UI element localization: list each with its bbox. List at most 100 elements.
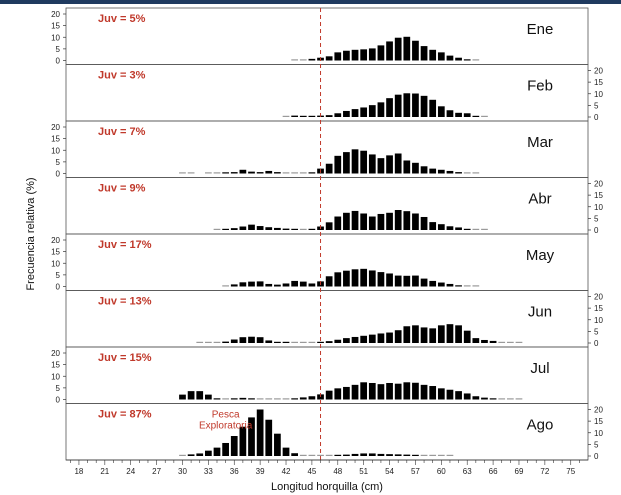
bar-ene-62	[455, 57, 462, 61]
panel-abr: 0 5 10 15 20 Abr Juv = 9%	[65, 177, 603, 235]
bar-jul-50	[351, 384, 359, 400]
x-tick-label: 36	[230, 467, 239, 476]
bar-jun-58	[420, 327, 428, 343]
bar-jun-61	[446, 324, 454, 343]
bar-ene-59	[429, 49, 437, 61]
bar-mar-53	[377, 158, 385, 174]
bar-jul-68	[506, 398, 514, 400]
bar-ago-31	[187, 454, 195, 456]
bar-ene-63	[463, 59, 471, 61]
x-tick-label: 39	[256, 467, 265, 476]
bar-may-63	[463, 285, 471, 287]
bar-mar-45	[308, 172, 316, 174]
bar-feb-49	[343, 110, 350, 117]
bar-ago-41	[274, 433, 281, 456]
bar-mar-43	[291, 172, 299, 174]
bar-ago-40	[265, 419, 273, 456]
bar-abr-57	[412, 213, 419, 230]
bar-jul-48	[334, 388, 342, 400]
bar-may-47	[325, 276, 333, 287]
bar-feb-62	[455, 112, 462, 117]
bar-ago-33	[204, 450, 212, 456]
bar-jun-32	[196, 341, 204, 343]
x-tick-label: 24	[126, 467, 135, 476]
bar-jul-47	[325, 390, 333, 400]
y-tick-label: 20	[51, 10, 60, 19]
x-tick-label: 60	[437, 467, 446, 476]
x-tick-label: 66	[489, 467, 498, 476]
bar-feb-64	[472, 115, 480, 117]
bar-feb-52	[368, 105, 376, 117]
y-tick-label: 20	[51, 236, 60, 245]
bar-jun-45	[308, 341, 316, 343]
bar-mar-31	[187, 172, 195, 174]
bar-jun-59	[429, 328, 437, 343]
y-tick-label: 10	[594, 90, 603, 99]
bar-mar-59	[429, 168, 437, 174]
bar-abr-37	[239, 226, 247, 230]
bar-jul-58	[420, 384, 428, 400]
bar-jul-69	[515, 398, 523, 400]
bar-may-55	[394, 275, 402, 287]
x-tick-label: 42	[282, 467, 291, 476]
month-label: Feb	[527, 78, 553, 95]
y-axis-label: Frecuencia relativa (%)	[25, 177, 37, 290]
bar-mar-44	[299, 172, 307, 174]
bar-ago-60	[437, 454, 445, 456]
y-tick-label: 20	[594, 406, 603, 415]
bar-jun-38	[248, 336, 255, 343]
y-tick-label: 20	[594, 67, 603, 76]
bar-mar-37	[239, 169, 247, 174]
bar-ene-48	[334, 52, 342, 61]
bar-jul-64	[472, 396, 480, 400]
bar-ago-30	[179, 454, 186, 456]
bar-mar-33	[204, 172, 212, 174]
bar-feb-42	[282, 115, 290, 117]
x-axis-label: Longitud horquilla (cm)	[271, 481, 383, 493]
bar-abr-35	[222, 228, 229, 230]
bar-ago-57	[412, 454, 419, 456]
bar-abr-55	[394, 210, 402, 230]
bar-jun-50	[351, 336, 359, 343]
y-tick-label: 5	[594, 440, 599, 449]
x-tick-label: 75	[566, 467, 575, 476]
bar-jun-44	[299, 341, 307, 343]
bar-may-40	[265, 283, 273, 287]
bar-jun-51	[360, 335, 368, 343]
bar-ene-58	[420, 46, 428, 61]
bar-mar-64	[472, 172, 480, 174]
bar-abr-61	[446, 226, 454, 230]
y-tick-label: 5	[56, 45, 61, 54]
panel-jul: 0 5 10 15 20 Jul Juv = 15%	[51, 346, 589, 405]
panel-ago: 0 5 10 15 20 Ago Juv = 87%	[65, 403, 603, 461]
bar-may-49	[343, 270, 350, 287]
bar-jun-52	[368, 334, 376, 343]
bar-abr-51	[360, 213, 368, 230]
bar-may-54	[386, 273, 393, 287]
bar-abr-63	[463, 228, 471, 230]
bar-jun-47	[325, 341, 333, 343]
y-tick-label: 10	[594, 316, 603, 325]
juvenile-percent-label: Juv = 15%	[98, 352, 152, 364]
bar-abr-58	[420, 216, 428, 230]
bar-abr-52	[368, 216, 376, 230]
bar-jun-64	[472, 338, 480, 343]
bar-mar-39	[256, 172, 264, 174]
bar-jun-40	[265, 340, 273, 343]
bar-jul-35	[222, 398, 229, 400]
bar-ago-36	[230, 436, 238, 456]
bar-may-43	[291, 280, 299, 287]
bar-jun-60	[437, 325, 445, 343]
bar-mar-36	[230, 172, 238, 174]
y-tick-label: 20	[51, 349, 60, 358]
bar-may-51	[360, 268, 368, 287]
y-tick-label: 5	[56, 271, 61, 280]
bar-abr-53	[377, 213, 385, 230]
x-axis: 18 21 24 27 30 33 36 39 42 45 48 51 54 57 60 63 66 69 72 75	[66, 459, 588, 476]
bar-ago-34	[213, 447, 221, 456]
y-tick-label: 15	[51, 22, 60, 31]
y-tick-label: 20	[594, 180, 603, 189]
bar-ago-35	[222, 442, 229, 456]
bar-feb-43	[291, 115, 299, 117]
bar-jul-66	[489, 398, 497, 400]
